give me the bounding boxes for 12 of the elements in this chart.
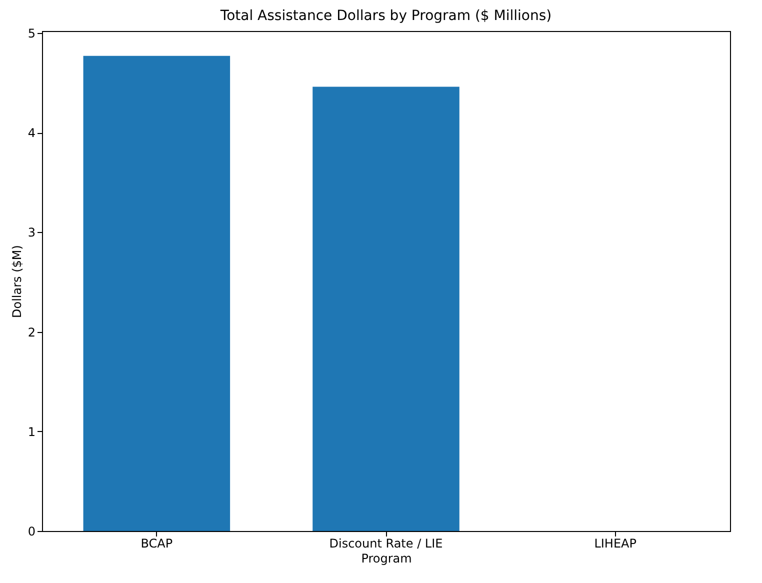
x-axis-title: Program (361, 552, 412, 566)
y-tick-label: 2 (28, 325, 36, 340)
x-tick-label: BCAP (140, 536, 173, 550)
y-axis-title: Dollars ($M) (10, 245, 24, 318)
y-tick-label: 0 (28, 524, 36, 538)
y-tick-label: 5 (28, 26, 36, 40)
chart-title: Total Assistance Dollars by Program ($ Millions) (219, 8, 552, 24)
y-tick-label: 1 (28, 424, 36, 439)
x-tick-label: Discount Rate / LIE (329, 536, 443, 550)
x-tick-label: LIHEAP (594, 536, 636, 550)
y-tick-label: 3 (28, 226, 36, 240)
y-tick-label: 4 (28, 126, 36, 140)
